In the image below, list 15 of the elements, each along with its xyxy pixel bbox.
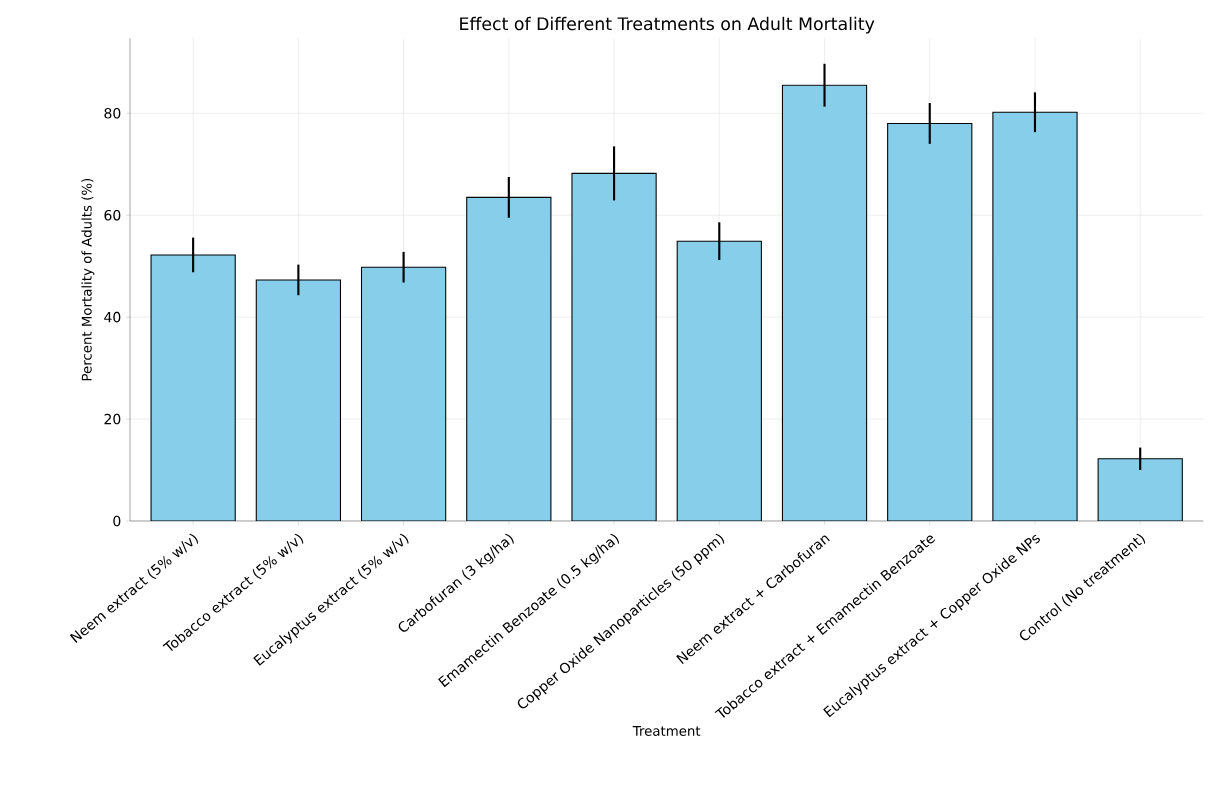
x-axis-title: Treatment <box>632 726 701 736</box>
bar <box>360 266 447 521</box>
bar <box>887 122 973 521</box>
bar <box>571 172 657 521</box>
y-tick-label: 20 <box>104 413 121 425</box>
bar <box>676 240 762 521</box>
bar <box>781 84 868 521</box>
y-tick-label: 80 <box>104 107 121 119</box>
y-tick-label: 0 <box>113 515 121 527</box>
chart-title: Effect of Different Treatments on Adult Mortality <box>460 16 875 34</box>
bar <box>466 196 552 521</box>
y-tick-label: 40 <box>104 311 121 323</box>
bar <box>992 111 1078 521</box>
y-tick-label: 60 <box>104 209 121 221</box>
y-axis-title: Percent Mortality of Adults (%) <box>81 178 95 381</box>
